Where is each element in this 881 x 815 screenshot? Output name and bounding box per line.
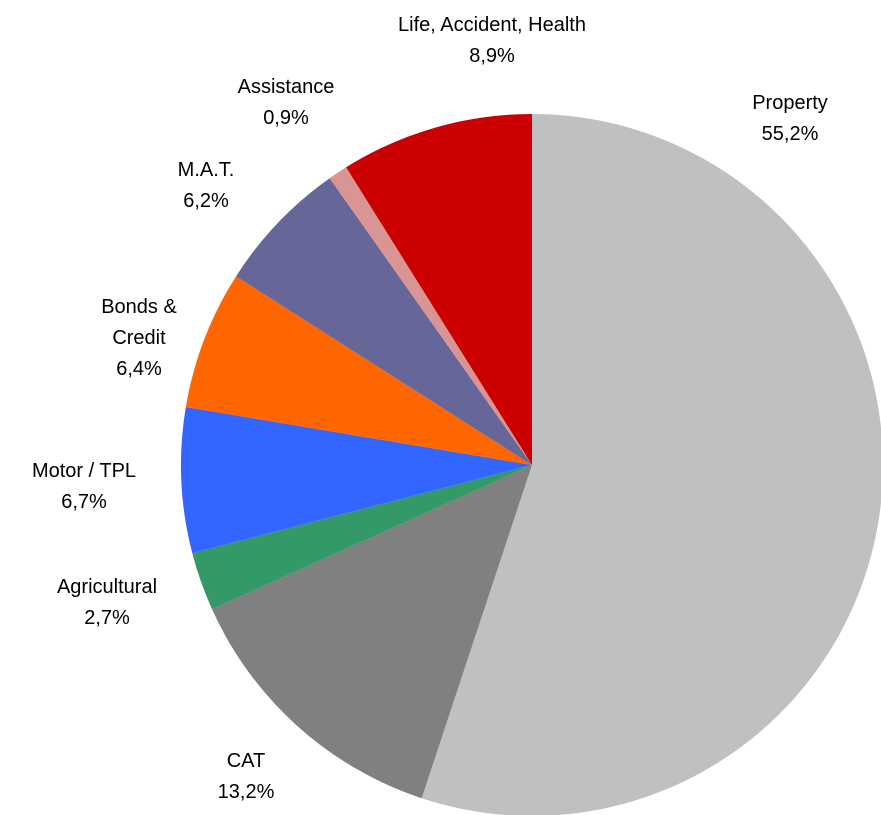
slice-label: Motor / TPL 6,7% <box>0 456 169 518</box>
category-label: Property <box>752 92 828 114</box>
value-label: 8,9% <box>469 45 515 67</box>
category-label: Motor / TPL <box>31 460 137 482</box>
value-label: 13,2% <box>217 781 275 803</box>
slice-label: Life, Accident, Health 8,9% <box>392 10 592 72</box>
pie-slice <box>421 114 881 815</box>
value-label: 6,2% <box>183 190 229 212</box>
category-label: M.A.T. <box>177 159 235 181</box>
slice-label: M.A.T. 6,2% <box>146 155 266 217</box>
slice-label: CAT 13,2% <box>186 746 306 808</box>
pie-slice <box>192 465 533 610</box>
slice-label: Bonds & Credit 6,4% <box>84 292 194 385</box>
slice-label: Property 55,2% <box>720 88 860 150</box>
pie-slice <box>236 178 532 465</box>
pie-slice <box>346 114 532 465</box>
value-label: 55,2% <box>761 123 819 145</box>
value-label: 6,4% <box>116 358 162 380</box>
pie-slice <box>211 465 533 799</box>
slice-label: Assistance 0,9% <box>221 72 351 134</box>
category-label: CAT <box>226 750 266 772</box>
value-label: 0,9% <box>263 107 309 129</box>
slice-label: Agricultural 2,7% <box>27 572 187 634</box>
pie-slice <box>180 406 532 554</box>
value-label: 6,7% <box>61 491 107 513</box>
value-label: 2,7% <box>84 607 130 629</box>
category-label: Life, Accident, Health <box>398 14 586 36</box>
pie-slice <box>329 167 532 465</box>
category-label: Bonds & Credit <box>101 296 177 349</box>
category-label: Agricultural <box>56 576 158 598</box>
pie-slice <box>185 276 532 465</box>
category-label: Assistance <box>237 76 335 98</box>
